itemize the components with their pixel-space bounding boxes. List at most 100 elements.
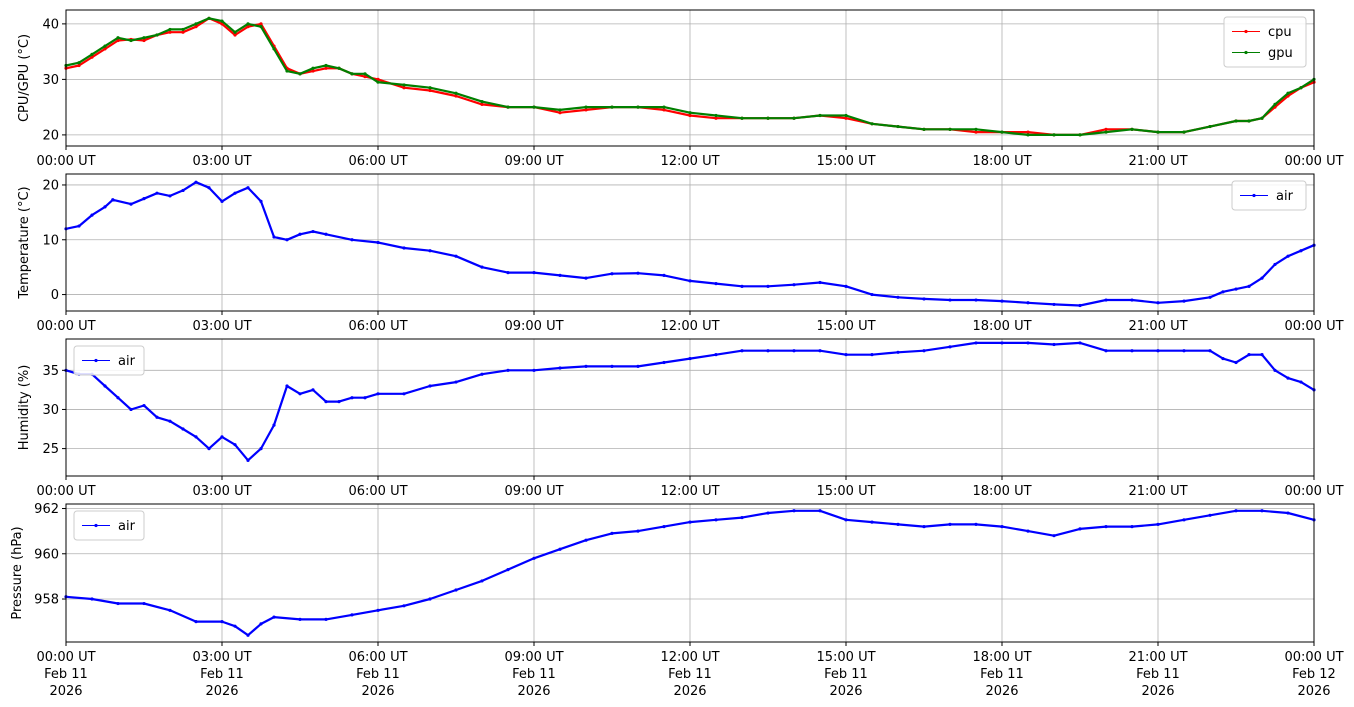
legend-marker-gpu bbox=[1244, 50, 1248, 55]
data-point-gpu bbox=[792, 116, 796, 120]
data-point-air bbox=[1130, 349, 1134, 353]
legend-label-gpu: gpu bbox=[1268, 46, 1293, 61]
data-point-air bbox=[181, 427, 185, 431]
data-point-air bbox=[1286, 376, 1290, 380]
data-point-gpu bbox=[870, 122, 874, 126]
y-tick-label: 962 bbox=[34, 502, 59, 517]
data-point-air bbox=[688, 356, 692, 361]
data-point-air bbox=[506, 368, 510, 372]
data-point-air bbox=[870, 292, 874, 297]
data-point-cpu bbox=[77, 63, 81, 68]
series-line-cpu bbox=[65, 17, 1315, 136]
data-point-air bbox=[142, 197, 146, 201]
data-point-air bbox=[298, 617, 302, 621]
data-point-air bbox=[350, 613, 354, 617]
data-point-air bbox=[194, 180, 198, 184]
data-point-air bbox=[103, 384, 107, 388]
data-point-air bbox=[285, 384, 289, 388]
data-point-cpu bbox=[974, 130, 978, 134]
data-point-air bbox=[454, 588, 458, 592]
x-tick-label: 21:00 UT bbox=[1128, 319, 1187, 334]
data-point-gpu bbox=[233, 30, 237, 34]
data-point-air bbox=[896, 295, 900, 299]
data-point-gpu bbox=[1247, 119, 1251, 123]
data-point-cpu bbox=[90, 55, 94, 59]
data-point-gpu bbox=[311, 66, 315, 70]
x-tick-label: 18:00 UT bbox=[972, 484, 1031, 499]
data-point-air bbox=[558, 366, 562, 370]
data-point-gpu bbox=[90, 52, 94, 57]
data-point-air bbox=[90, 213, 94, 217]
data-point-air bbox=[168, 194, 172, 198]
data-point-cpu bbox=[428, 88, 432, 93]
data-point-air bbox=[90, 597, 94, 601]
data-point-air bbox=[714, 353, 718, 357]
data-point-air bbox=[142, 403, 146, 408]
data-point-air bbox=[428, 384, 432, 388]
data-point-air bbox=[324, 617, 328, 621]
y-tick-label: 30 bbox=[42, 403, 59, 418]
x-tick-label: 06:00 UT bbox=[348, 319, 407, 334]
data-point-air bbox=[1026, 301, 1030, 305]
data-point-air bbox=[454, 380, 458, 384]
data-point-air bbox=[1156, 522, 1160, 526]
x-tick-label: 00:00 UT Feb 11 2026 bbox=[36, 650, 95, 699]
data-point-air bbox=[974, 522, 978, 526]
data-point-cpu bbox=[376, 77, 380, 81]
data-point-gpu bbox=[402, 83, 406, 87]
x-tick-label: 21:00 UT Feb 11 2026 bbox=[1128, 650, 1187, 699]
x-tick-label: 09:00 UT Feb 11 2026 bbox=[504, 650, 563, 699]
data-point-air bbox=[376, 392, 380, 396]
data-point-gpu bbox=[285, 69, 289, 73]
data-point-air bbox=[168, 419, 172, 423]
data-point-cpu bbox=[402, 86, 406, 90]
data-point-air bbox=[350, 396, 354, 400]
data-point-air bbox=[324, 232, 328, 236]
data-point-air bbox=[1182, 349, 1186, 353]
y-tick-label: 10 bbox=[42, 233, 59, 248]
data-point-cpu bbox=[688, 113, 692, 118]
data-point-air bbox=[480, 579, 484, 583]
x-tick-label: 09:00 UT bbox=[504, 154, 563, 169]
data-point-gpu bbox=[1130, 127, 1134, 131]
data-point-air bbox=[558, 273, 562, 277]
data-point-air bbox=[428, 249, 432, 253]
x-tick-label: 03:00 UT bbox=[192, 319, 251, 334]
data-point-air bbox=[1182, 518, 1186, 522]
data-point-air bbox=[402, 392, 406, 396]
data-point-gpu bbox=[1299, 86, 1303, 90]
data-point-air bbox=[584, 364, 588, 368]
data-point-cpu bbox=[584, 108, 588, 112]
data-point-air bbox=[111, 198, 115, 202]
data-point-air bbox=[155, 191, 159, 195]
x-tick-label: 18:00 UT bbox=[972, 319, 1031, 334]
data-point-air bbox=[1221, 356, 1225, 361]
data-point-air bbox=[1104, 298, 1108, 302]
data-point-air bbox=[129, 202, 133, 206]
x-tick-label: 12:00 UT bbox=[660, 319, 719, 334]
y-tick-label: 20 bbox=[42, 178, 59, 193]
data-point-gpu bbox=[129, 38, 133, 43]
legend-marker-air bbox=[94, 358, 98, 363]
data-point-air bbox=[558, 547, 562, 551]
data-point-cpu bbox=[168, 30, 172, 34]
data-point-gpu bbox=[974, 127, 978, 131]
data-point-gpu bbox=[363, 72, 367, 76]
data-point-cpu bbox=[233, 33, 237, 37]
data-point-air bbox=[922, 525, 926, 529]
data-point-air bbox=[1234, 509, 1238, 513]
data-point-air bbox=[272, 423, 276, 427]
data-point-air bbox=[142, 601, 146, 606]
data-point-air bbox=[155, 415, 159, 419]
data-point-air bbox=[792, 283, 796, 287]
data-point-gpu bbox=[350, 72, 354, 76]
x-tick-label: 00:00 UT bbox=[36, 484, 95, 499]
data-point-air bbox=[844, 284, 848, 288]
data-point-cpu bbox=[246, 25, 250, 29]
data-point-cpu bbox=[844, 116, 848, 120]
data-point-air bbox=[532, 368, 536, 372]
x-tick-label: 00:00 UT bbox=[36, 319, 95, 334]
data-point-air bbox=[662, 360, 666, 365]
data-point-air bbox=[1078, 341, 1082, 345]
data-point-air bbox=[818, 280, 822, 285]
